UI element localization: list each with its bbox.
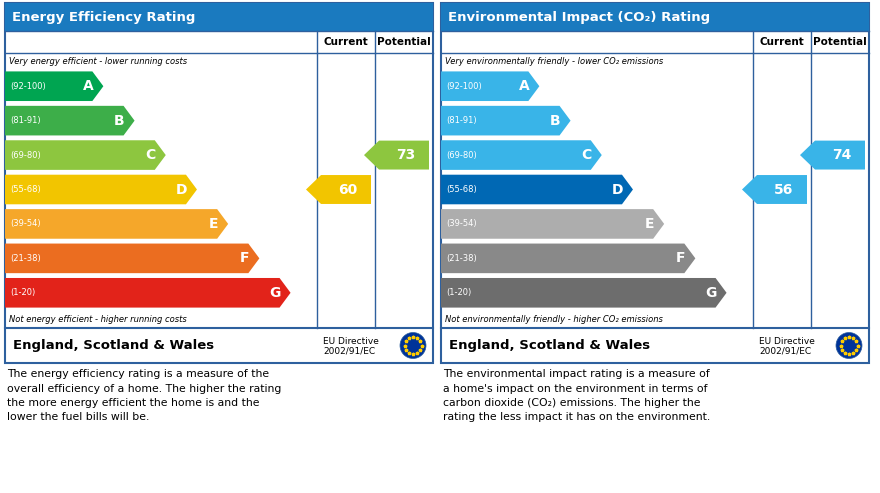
Polygon shape: [5, 106, 135, 136]
Text: (92-100): (92-100): [10, 82, 46, 91]
Text: (1-20): (1-20): [10, 288, 35, 297]
Text: Environmental Impact (CO₂) Rating: Environmental Impact (CO₂) Rating: [448, 10, 710, 24]
Text: Very energy efficient - lower running costs: Very energy efficient - lower running co…: [9, 57, 187, 66]
Text: (69-80): (69-80): [10, 150, 40, 160]
Text: A: A: [518, 79, 530, 93]
Polygon shape: [5, 278, 290, 308]
Text: Not energy efficient - higher running costs: Not energy efficient - higher running co…: [9, 315, 187, 323]
Text: 2002/91/EC: 2002/91/EC: [323, 347, 375, 356]
Text: (81-91): (81-91): [10, 116, 40, 125]
Text: (55-68): (55-68): [10, 185, 40, 194]
Text: Potential: Potential: [378, 37, 431, 47]
Text: The environmental impact rating is a measure of: The environmental impact rating is a mea…: [443, 369, 710, 379]
Text: Not environmentally friendly - higher CO₂ emissions: Not environmentally friendly - higher CO…: [445, 315, 663, 323]
Text: (55-68): (55-68): [446, 185, 477, 194]
Polygon shape: [441, 244, 695, 273]
Polygon shape: [441, 278, 727, 308]
Bar: [441, 3, 869, 363]
Polygon shape: [364, 141, 429, 170]
Polygon shape: [441, 209, 664, 239]
Text: C: C: [582, 148, 591, 162]
Text: England, Scotland & Wales: England, Scotland & Wales: [13, 339, 214, 352]
Text: England, Scotland & Wales: England, Scotland & Wales: [449, 339, 650, 352]
Text: Very environmentally friendly - lower CO₂ emissions: Very environmentally friendly - lower CO…: [445, 57, 664, 66]
Text: E: E: [645, 217, 654, 231]
Text: D: D: [612, 182, 623, 197]
Text: overall efficiency of a home. The higher the rating: overall efficiency of a home. The higher…: [7, 384, 282, 393]
Text: (92-100): (92-100): [446, 82, 481, 91]
Text: E: E: [209, 217, 218, 231]
Text: C: C: [145, 148, 156, 162]
Text: A: A: [83, 79, 93, 93]
Text: 2002/91/EC: 2002/91/EC: [759, 347, 811, 356]
Bar: [5, 3, 433, 31]
Polygon shape: [5, 71, 103, 101]
Text: 73: 73: [396, 148, 415, 162]
Text: (81-91): (81-91): [446, 116, 477, 125]
Text: Energy Efficiency Rating: Energy Efficiency Rating: [12, 10, 195, 24]
Text: D: D: [175, 182, 187, 197]
Text: Potential: Potential: [813, 37, 867, 47]
Text: (39-54): (39-54): [10, 219, 40, 228]
Text: EU Directive: EU Directive: [759, 337, 815, 346]
Text: 60: 60: [339, 182, 357, 197]
Polygon shape: [742, 175, 807, 204]
Text: a home's impact on the environment in terms of: a home's impact on the environment in te…: [443, 384, 708, 393]
Text: 74: 74: [832, 148, 852, 162]
Text: (21-38): (21-38): [446, 254, 477, 263]
Text: (69-80): (69-80): [446, 150, 477, 160]
Text: B: B: [550, 114, 561, 128]
Circle shape: [400, 332, 426, 358]
Text: lower the fuel bills will be.: lower the fuel bills will be.: [7, 413, 150, 423]
Text: Current: Current: [324, 37, 369, 47]
Text: F: F: [240, 251, 249, 265]
Polygon shape: [800, 141, 865, 170]
Text: (39-54): (39-54): [446, 219, 477, 228]
Text: F: F: [676, 251, 686, 265]
Circle shape: [836, 332, 862, 358]
Text: the more energy efficient the home is and the: the more energy efficient the home is an…: [7, 398, 260, 408]
Text: G: G: [269, 286, 281, 300]
Text: Current: Current: [759, 37, 804, 47]
Text: rating the less impact it has on the environment.: rating the less impact it has on the env…: [443, 413, 710, 423]
Text: EU Directive: EU Directive: [323, 337, 379, 346]
Text: (1-20): (1-20): [446, 288, 472, 297]
Bar: [5, 3, 433, 363]
Text: (21-38): (21-38): [10, 254, 40, 263]
Text: G: G: [705, 286, 716, 300]
Text: carbon dioxide (CO₂) emissions. The higher the: carbon dioxide (CO₂) emissions. The high…: [443, 398, 700, 408]
Polygon shape: [5, 175, 197, 204]
Text: B: B: [114, 114, 125, 128]
Polygon shape: [5, 244, 260, 273]
Text: 56: 56: [774, 182, 794, 197]
Polygon shape: [441, 106, 570, 136]
Polygon shape: [441, 175, 633, 204]
Polygon shape: [306, 175, 371, 204]
Polygon shape: [5, 209, 228, 239]
Polygon shape: [441, 71, 539, 101]
Polygon shape: [441, 141, 602, 170]
Polygon shape: [5, 141, 165, 170]
Text: The energy efficiency rating is a measure of the: The energy efficiency rating is a measur…: [7, 369, 269, 379]
Bar: [441, 3, 869, 31]
